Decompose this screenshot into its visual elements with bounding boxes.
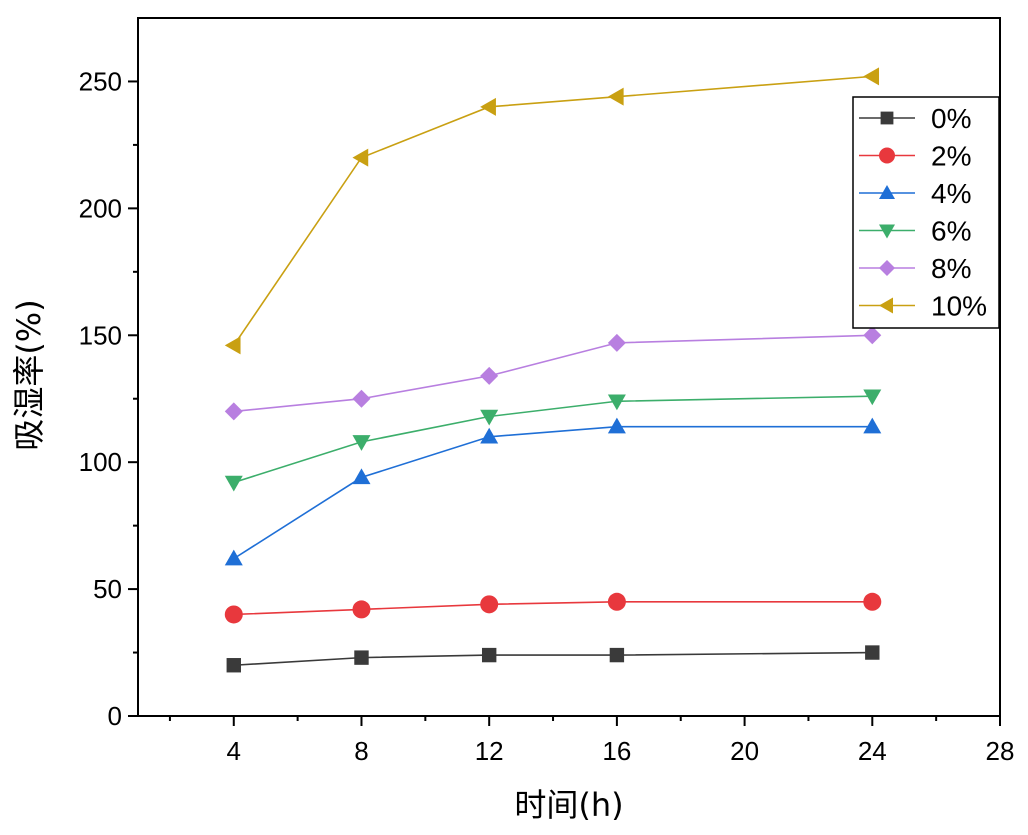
x-tick-label-8: 8 [354,736,368,766]
data-point-2%-16 [607,592,626,611]
x-tick-label-28: 28 [986,736,1015,766]
data-point-0%-4 [226,658,241,673]
data-point-2%-4 [224,605,243,624]
data-point-10%-4 [224,336,241,355]
legend-label-6%: 6% [931,216,971,247]
x-tick-label-24: 24 [858,736,887,766]
series-0% [226,645,880,673]
legend-label-8%: 8% [931,253,971,284]
legend-marker-0% [880,111,894,125]
data-point-4%-24 [863,417,882,434]
series-line-4% [233,425,873,560]
plot-frame [137,17,1001,717]
data-point-6%-12 [480,409,499,426]
data-point-6%-24 [863,389,882,406]
series-line-0% [233,651,873,667]
x-tick-label-20: 20 [730,736,759,766]
data-point-2%-8 [352,600,371,619]
x-tick-label-12: 12 [475,736,504,766]
series-line-6% [233,395,873,484]
legend-box [852,96,1000,329]
data-point-10%-24 [863,67,880,86]
data-point-6%-4 [224,475,243,492]
data-point-2%-12 [480,595,499,614]
legend-item-4%: 4% [859,178,971,209]
data-point-0%-24 [865,645,880,660]
legend-marker-8% [879,260,895,276]
series-line-2% [233,600,873,616]
data-point-8%-24 [863,326,882,345]
legend-label-4%: 4% [931,178,971,209]
data-point-4%-12 [480,427,499,444]
data-point-4%-16 [607,417,626,434]
axes: 0 50 100 150 200 250 4 8 12 16 20 24 28 [79,66,1015,766]
x-axis-title: 时间(h) [514,786,623,824]
data-point-10%-12 [480,97,496,116]
legend-item-2%: 2% [859,141,971,172]
data-point-8%-12 [480,366,499,385]
y-tick-label-150: 150 [79,320,122,350]
data-point-0%-12 [481,647,497,663]
legend-item-10%: 10% [859,291,987,322]
data-point-10%-8 [352,148,369,167]
data-point-6%-16 [607,394,626,411]
legend-item-6%: 6% [859,216,971,247]
data-point-4%-4 [224,549,243,566]
data-point-6%-8 [352,435,371,451]
series-8% [224,326,882,421]
legend-item-8%: 8% [859,253,971,284]
data-point-0%-8 [354,650,369,665]
series-layer [224,67,882,673]
x-tick-label-4: 4 [227,736,241,766]
y-tick-label-250: 250 [79,66,122,96]
legend: 0% 2% 4% 6% 8% 10% [852,96,1000,329]
y-tick-label-100: 100 [79,447,122,477]
series-4% [224,417,882,566]
legend-label-0%: 0% [931,103,971,134]
data-point-10%-16 [607,87,624,106]
data-point-0%-16 [609,647,625,663]
series-10% [224,67,880,355]
data-point-8%-16 [607,333,626,352]
x-tick-label-16: 16 [602,736,631,766]
y-tick-label-200: 200 [79,193,122,223]
legend-marker-2% [879,147,895,164]
y-axis-title: 吸湿率(%) [10,299,48,450]
legend-label-10%: 10% [931,291,987,322]
legend-marker-10% [879,297,893,314]
data-point-4%-8 [352,468,371,485]
legend-marker-6% [879,224,895,239]
y-tick-label-50: 50 [93,574,122,604]
data-point-2%-24 [863,592,882,611]
data-point-8%-8 [352,389,371,408]
series-6% [224,389,882,492]
data-point-8%-4 [224,402,243,421]
legend-label-2%: 2% [931,141,971,172]
legend-item-0%: 0% [859,103,971,134]
series-2% [224,592,882,624]
legend-marker-4% [879,185,895,199]
series-line-8% [233,334,873,413]
series-line-10% [233,75,873,346]
y-tick-label-0: 0 [108,701,122,731]
